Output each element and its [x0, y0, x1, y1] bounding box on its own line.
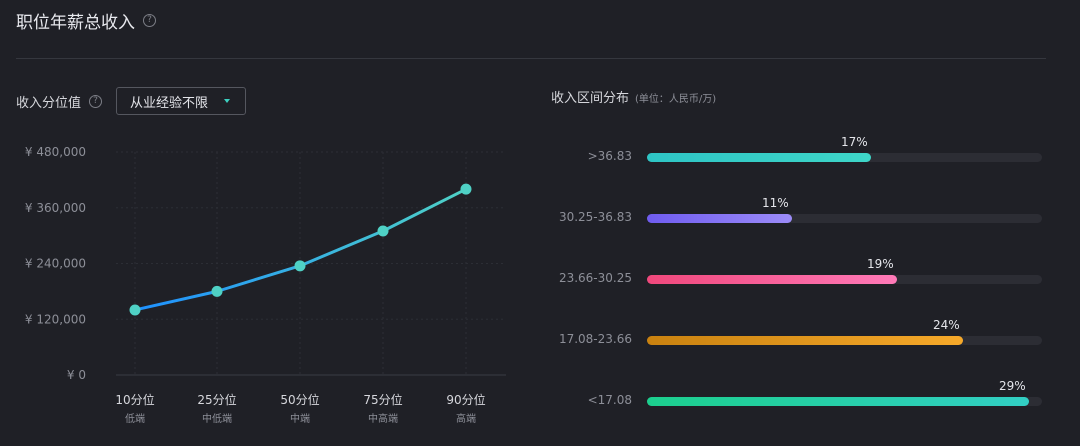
bar-category-label: 17.08-23.66 [558, 332, 632, 346]
bar-fill[interactable] [647, 397, 1029, 406]
distribution-section-header: 收入区间分布 (单位：人民币/万) [551, 87, 717, 106]
bar-row: >36.83 17% [540, 135, 1050, 165]
x-tick-label: 90分位 [446, 392, 485, 407]
x-tick-sublabel: 高端 [456, 412, 476, 425]
percentile-section-header: 收入分位值 ? 从业经验不限 [16, 87, 247, 115]
page-title: 职位年薪总收入 [16, 12, 135, 33]
bar-category-label: 23.66-30.25 [558, 271, 632, 285]
x-tick-label: 25分位 [197, 392, 236, 407]
data-point[interactable] [377, 225, 389, 237]
data-point[interactable] [460, 183, 472, 195]
experience-select[interactable]: 从业经验不限 [116, 87, 247, 115]
chevron-down-icon [224, 99, 231, 103]
experience-select-value: 从业经验不限 [130, 95, 209, 111]
bar-value-label: 11% [762, 196, 789, 210]
x-tick-sublabel: 中端 [290, 412, 310, 425]
y-tick-label: ¥ 360,000 [25, 201, 86, 215]
data-point[interactable] [294, 260, 306, 272]
bar-track [647, 336, 1042, 345]
y-tick-label: ¥ 120,000 [25, 312, 86, 326]
bar-fill[interactable] [647, 336, 963, 345]
bar-row: 23.66-30.25 19% [540, 257, 1050, 287]
y-tick-label: ¥ 240,000 [25, 257, 86, 271]
bar-track [647, 397, 1042, 406]
header: 职位年薪总收入 ? [16, 8, 156, 33]
help-icon[interactable]: ? [143, 13, 156, 27]
y-tick-label: ¥ 0 [67, 368, 86, 382]
bar-row: <17.08 29% [540, 379, 1050, 409]
bar-fill[interactable] [647, 214, 792, 223]
bar-row: 17.08-23.66 24% [540, 318, 1050, 348]
bar-row: 30.25-36.83 11% [540, 196, 1050, 226]
x-tick-sublabel: 低端 [125, 412, 145, 425]
x-tick-sublabel: 中低端 [202, 412, 232, 425]
divider [16, 58, 1046, 59]
x-tick-sublabel: 中高端 [368, 412, 398, 425]
percentile-help-icon[interactable]: ? [89, 94, 103, 108]
bar-value-label: 19% [867, 257, 894, 271]
x-tick-label: 50分位 [280, 392, 319, 407]
bar-track [647, 153, 1042, 162]
percentile-title: 收入分位值 [16, 95, 82, 111]
bar-track [647, 214, 1042, 223]
x-tick-label: 10分位 [115, 392, 154, 407]
bar-category-label: 30.25-36.83 [558, 210, 632, 224]
bar-category-label: >36.83 [587, 149, 632, 163]
y-tick-label: ¥ 480,000 [25, 145, 86, 159]
bar-value-label: 17% [841, 135, 868, 149]
bar-value-label: 29% [999, 379, 1026, 393]
distribution-title: 收入区间分布 [551, 91, 630, 106]
bar-track [647, 275, 1042, 284]
bar-fill[interactable] [647, 153, 871, 162]
bar-category-label: <17.08 [587, 393, 632, 407]
bar-fill[interactable] [647, 275, 897, 284]
x-tick-label: 75分位 [363, 392, 402, 407]
data-point[interactable] [129, 304, 141, 316]
percentile-line-chart: ¥ 0¥ 120,000¥ 240,000¥ 360,000¥ 480,000 … [25, 145, 506, 425]
bar-value-label: 24% [933, 318, 960, 332]
distribution-unit-note: (单位：人民币/万) [635, 94, 717, 105]
data-point[interactable] [211, 285, 223, 297]
